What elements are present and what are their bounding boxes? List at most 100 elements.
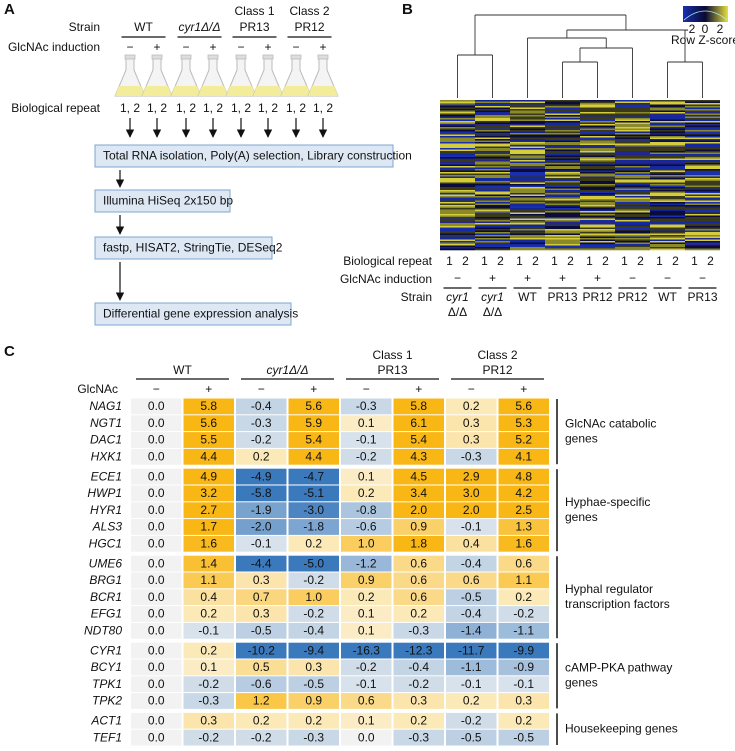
heatmap-cell [475,115,510,117]
heatmap-cell [580,217,615,219]
cell-value: 0.0 [148,469,165,483]
heatmap-cell [615,248,650,251]
heatmap-cell [615,190,650,192]
flask-cap [180,54,192,60]
table-cell [236,415,287,432]
heatmap-cell [545,244,580,246]
table-cell [341,535,392,552]
heatmap-cell [440,245,475,248]
heatmap-cell [475,161,510,164]
heatmap-cell [615,220,650,222]
heatmap-cell [615,212,650,215]
repeat-number: 1 [621,254,628,268]
cell-value: 5.5 [200,433,217,447]
cell-value: 0.1 [358,416,375,430]
heatmap-cell [545,103,580,105]
heatmap-cell [510,119,545,122]
heatmap-cell [685,199,720,201]
table-cell [236,485,287,502]
heatmap-cell [580,238,615,240]
gene-name: HYR1 [90,503,122,517]
heatmap-cell [685,188,720,191]
table-cell [341,519,392,535]
cell-value: -12.3 [405,643,433,657]
table-cell [288,693,339,709]
heatmap-cell [440,187,475,189]
group-label: genes [565,431,598,445]
heatmap-cell [510,121,545,123]
heatmap-cell [475,188,510,191]
cell-value: 0.0 [148,573,165,587]
heatmap-cell [475,208,510,210]
gene-name: ECE1 [91,469,122,483]
cell-value: 4.5 [410,469,427,483]
induction-sign: + [524,271,531,285]
heatmap-cell [440,209,475,212]
heatmap-cell [545,158,580,161]
cell-value: 1.8 [410,536,427,550]
heatmap-cell [650,124,685,126]
cell-value: -11.7 [458,643,485,657]
cell-value: -0.5 [303,677,324,691]
heatmap-cell [440,217,475,219]
heatmap-cell [510,167,545,170]
heatmap-cell [440,172,475,174]
table-cell [183,676,234,693]
table-cell [393,468,444,485]
heatmap-cell [475,158,510,161]
heatmap-cell [615,110,650,113]
table-cell [131,659,182,676]
cell-value: 5.8 [410,399,427,413]
cell-value: 0.0 [358,730,375,744]
heatmap-cell [510,214,545,216]
heatmap-cell [475,110,510,113]
heatmap-cell [615,196,650,198]
heatmap-cell [615,214,650,216]
heatmap-cell [615,202,650,204]
table-cell [236,432,287,448]
heatmap-cell [685,131,720,134]
heatmap-cell [685,175,720,177]
heatmap-cell [545,221,580,224]
heatmap-cell [650,146,685,149]
repeat-number: 2 [532,254,539,268]
heatmap-cell [545,149,580,152]
cell-value: -0.2 [461,713,482,727]
table-cell [393,642,444,659]
cell-value: 0.2 [200,643,217,657]
cell-value: 5.8 [200,399,217,413]
heatmap-cell [580,206,615,209]
cell-value: 0.0 [148,590,165,604]
induction-sign: − [153,382,160,396]
heatmap-cell [650,245,685,248]
table-cell [183,432,234,448]
heatmap-cell [545,239,580,242]
table-cell [131,693,182,709]
heatmap-cell [580,233,615,236]
heatmap-cell [440,148,475,150]
heatmap-cell [510,125,545,128]
heatmap-cell [545,206,580,209]
heatmap-cell [475,134,510,137]
heatmap-cell [440,115,475,117]
step-text: Illumina HiSeq 2x150 bp [103,194,233,208]
heatmap-cell [650,110,685,113]
heatmap-cell [510,175,545,177]
heatmap-cell [580,224,615,227]
heatmap-cell [580,199,615,201]
cell-value: 1.6 [515,536,532,550]
table-cell [446,622,497,639]
gene-name: BCR1 [90,590,122,604]
cell-value: 1.4 [200,556,217,570]
heatmap-cell [440,205,475,207]
table-cell [288,729,339,746]
heatmap-cell [615,226,650,228]
cell-value: 5.2 [515,433,532,447]
cell-value: 0.2 [515,713,532,727]
cell-value: -0.5 [461,730,482,744]
heatmap-cell [615,175,650,177]
cell-value: -5.0 [303,556,324,570]
cell-value: 4.4 [200,449,217,463]
heatmap-cell [580,140,615,143]
heatmap-cell [650,167,685,170]
